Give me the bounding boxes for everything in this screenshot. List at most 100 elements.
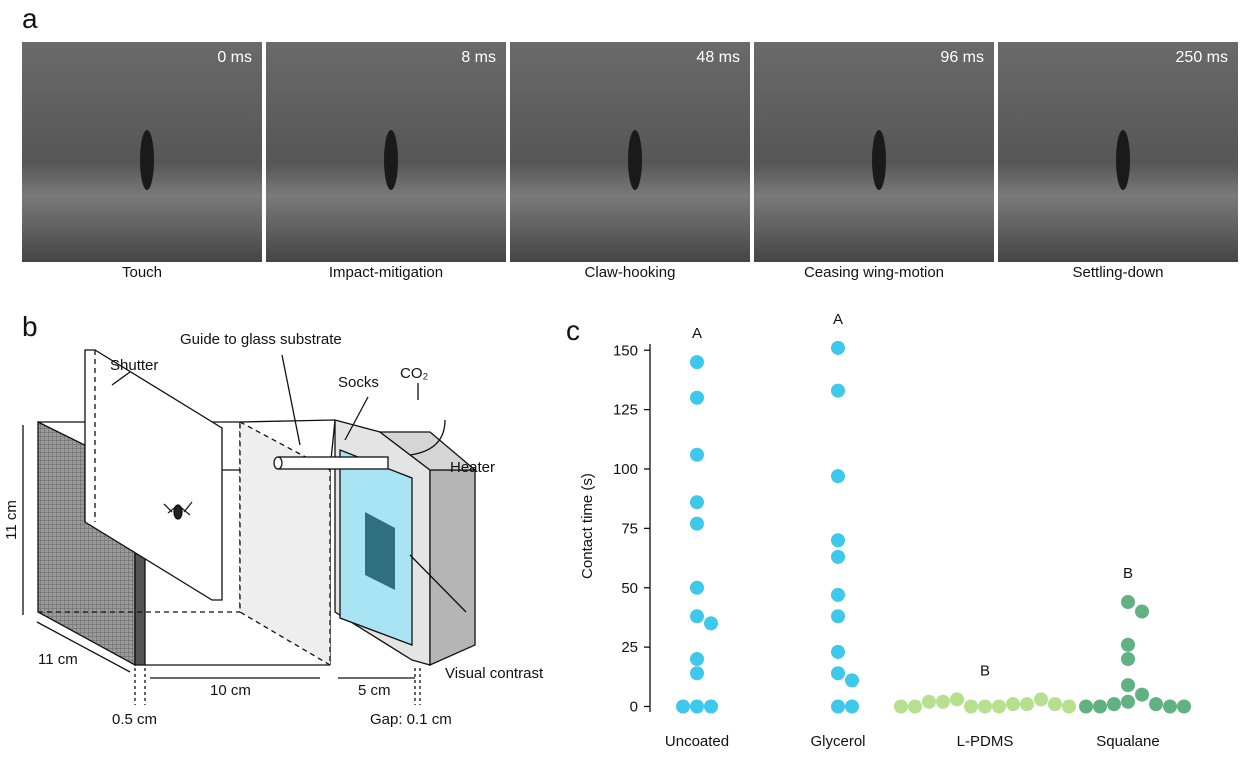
diagram-label: Gap: 0.1 cm [370, 711, 452, 728]
data-point [831, 609, 845, 623]
diagram-label: Guide to glass substrate [180, 331, 342, 348]
data-point [908, 700, 922, 714]
diagram-label: 0.5 cm [112, 711, 157, 728]
data-point [1135, 688, 1149, 702]
y-tick-label: 50 [621, 580, 638, 597]
data-point [690, 495, 704, 509]
mosquito [872, 130, 886, 190]
data-point [690, 448, 704, 462]
y-tick-label: 125 [613, 402, 638, 419]
time-label: 8 ms [461, 49, 496, 66]
diagram-label: Visual contrast [445, 665, 544, 682]
data-point [1121, 695, 1135, 709]
time-label: 0 ms [217, 49, 252, 66]
caption: Settling-down [1073, 264, 1164, 281]
data-point [690, 581, 704, 595]
diagram-label: Heater [450, 459, 495, 476]
data-point [894, 700, 908, 714]
chart: 0 25 50 75 100 125 150 Contact time (s) Uncoated… [579, 311, 1191, 750]
data-point [690, 355, 704, 369]
data-point [1034, 692, 1048, 706]
data-point [936, 695, 950, 709]
group-label: A [833, 311, 843, 328]
data-point [676, 700, 690, 714]
time-label: 48 ms [696, 49, 740, 66]
caption: Claw-hooking [585, 264, 676, 281]
group-label: B [980, 662, 990, 679]
y-tick-label: 100 [613, 461, 638, 478]
y-tick-label: 0 [630, 699, 638, 716]
panel-label: b [22, 311, 38, 342]
y-tick-label: 75 [621, 520, 638, 537]
data-point [1048, 697, 1062, 711]
diagram-label: 5 cm [358, 682, 391, 699]
data-point [831, 588, 845, 602]
data-point [831, 550, 845, 564]
data-point [831, 700, 845, 714]
diagram-label: 10 cm [210, 682, 251, 699]
data-point [831, 533, 845, 547]
data-point [964, 700, 978, 714]
data-point [1177, 700, 1191, 714]
data-point [704, 700, 718, 714]
data-point [1163, 700, 1177, 714]
data-point [690, 700, 704, 714]
data-point [831, 384, 845, 398]
data-point [704, 616, 718, 630]
mosquito [384, 130, 398, 190]
data-point [1093, 700, 1107, 714]
apparatus-diagram [23, 350, 475, 705]
y-axis-label: Contact time (s) [579, 473, 596, 579]
data-point [845, 700, 859, 714]
data-point [831, 666, 845, 680]
data-point [690, 391, 704, 405]
data-point [978, 700, 992, 714]
diagram-label: Socks [338, 374, 379, 391]
data-point [845, 673, 859, 687]
time-label: 96 ms [940, 49, 984, 66]
time-label: 250 ms [1176, 49, 1228, 66]
panel-label: c [566, 315, 580, 346]
x-tick-label: Squalane [1096, 733, 1159, 750]
diagram-label: 11 cm [38, 651, 78, 668]
x-tick-label: Glycerol [810, 733, 865, 750]
group-label: B [1123, 565, 1133, 582]
mosquito [628, 130, 642, 190]
mosquito [1116, 130, 1130, 190]
data-point [1020, 697, 1034, 711]
caption: Touch [122, 264, 162, 281]
x-tick-label: L-PDMS [957, 733, 1014, 750]
data-point [1121, 595, 1135, 609]
data-point [831, 469, 845, 483]
data-point [690, 609, 704, 623]
y-tick-label: 150 [613, 342, 638, 359]
data-point [690, 517, 704, 531]
data-point [1006, 697, 1020, 711]
data-point [1107, 697, 1121, 711]
diagram-label: CO₂ [400, 365, 429, 382]
data-point [950, 692, 964, 706]
mosquito [140, 130, 154, 190]
data-point [1062, 700, 1076, 714]
panel-label: a [22, 3, 38, 34]
data-point [1121, 678, 1135, 692]
data-point [1121, 652, 1135, 666]
data-point [831, 645, 845, 659]
group-label: A [692, 325, 702, 342]
data-point [690, 652, 704, 666]
data-point [922, 695, 936, 709]
data-point [690, 666, 704, 680]
caption: Impact-mitigation [329, 264, 443, 281]
data-point [1121, 638, 1135, 652]
data-point [831, 341, 845, 355]
x-tick-label: Uncoated [665, 733, 729, 750]
data-point [1149, 697, 1163, 711]
photo-strip: 0 ms Touch 8 ms Impact-mitigation 48 ms Claw-… [22, 42, 1238, 281]
data-point [1135, 605, 1149, 619]
data-point [992, 700, 1006, 714]
figure: a 0 ms Touch 8 ms Impact-mitigation 48 ms Cla… [0, 0, 1243, 752]
y-tick-label: 25 [621, 639, 638, 656]
caption: Ceasing wing-motion [804, 264, 944, 281]
diagram-label: 11 cm [3, 500, 20, 540]
data-point [1079, 700, 1093, 714]
